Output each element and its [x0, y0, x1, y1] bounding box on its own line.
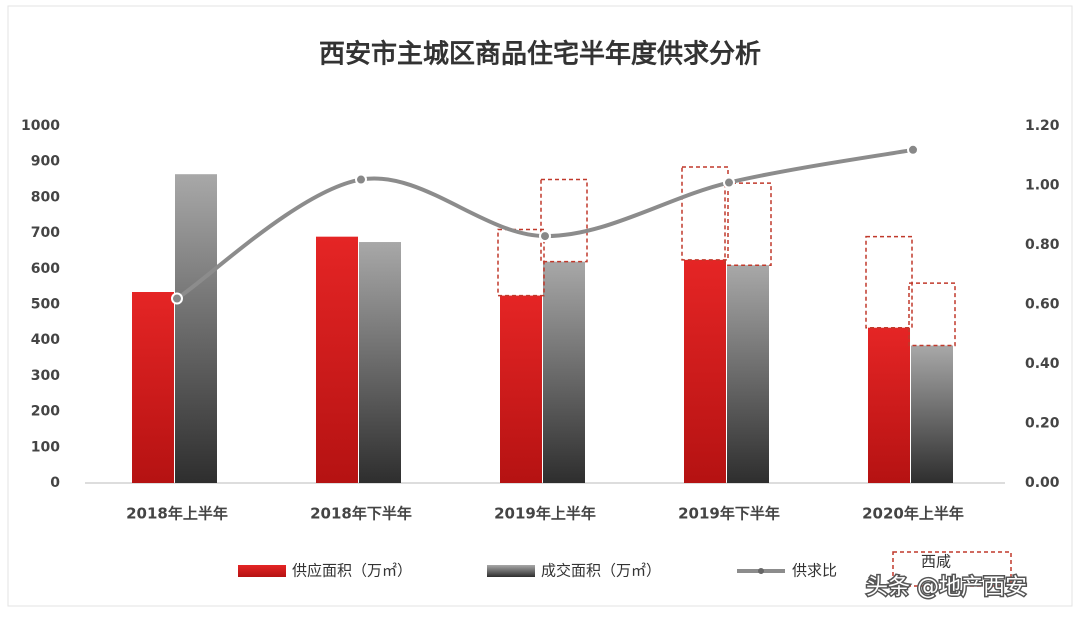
legend-label: 西咸 [921, 553, 951, 571]
ratio-point [723, 176, 735, 189]
y2-tick-label: 0.60 [1025, 297, 1060, 313]
y-tick-label: 200 [31, 404, 60, 420]
bar [911, 345, 953, 483]
x-tick-label: 2018年上半年 [126, 505, 228, 523]
legend-swatch [487, 565, 535, 577]
dashed-box [865, 235, 913, 329]
dashed-box [724, 182, 772, 266]
bar [500, 295, 542, 483]
chart-title: 西安市主城区商品住宅半年度供求分析 [319, 39, 761, 70]
bar [868, 327, 910, 483]
watermark: 头条 @地产西安 [866, 575, 1027, 600]
dashed-box [497, 228, 545, 297]
bar [175, 174, 217, 483]
bar [316, 236, 358, 483]
y-tick-label: 400 [31, 332, 60, 348]
bar [359, 242, 401, 483]
y-tick-label: 100 [31, 439, 60, 455]
y-tick-label: 900 [31, 154, 60, 170]
y2-tick-label: 0.80 [1025, 237, 1060, 253]
legend-label: 供求比 [792, 562, 837, 580]
y2-tick-label: 1.20 [1025, 118, 1060, 134]
bar [684, 259, 726, 483]
y-tick-label: 300 [31, 368, 60, 384]
legend-label: 供应面积（万㎡） [292, 562, 412, 580]
y2-tick-label: 0.00 [1025, 475, 1060, 491]
frame [7, 5, 1073, 607]
x-tick-label: 2020年上半年 [862, 505, 964, 523]
x-tick-label: 2018年下半年 [310, 505, 412, 523]
x-tick-label: 2019年下半年 [678, 505, 780, 523]
legend-swatch [238, 565, 286, 577]
y-tick-label: 0 [50, 475, 60, 491]
y-tick-label: 800 [31, 189, 60, 205]
y-tick-label: 500 [31, 297, 60, 313]
x-tick-label: 2019年上半年 [494, 505, 596, 523]
dashed-box [540, 178, 588, 263]
bar [727, 265, 769, 483]
legend-swatch [892, 551, 1012, 587]
ratio-point [907, 143, 919, 156]
y-tick-label: 600 [31, 261, 60, 277]
bar [543, 261, 585, 483]
legend-swatch [758, 568, 764, 574]
y2-tick-label: 1.00 [1025, 178, 1060, 194]
dashed-box [681, 166, 729, 261]
dashed-box [908, 282, 956, 347]
y-tick-label: 1000 [21, 118, 60, 134]
y-tick-label: 700 [31, 225, 60, 241]
bar [132, 292, 174, 483]
y2-tick-label: 0.40 [1025, 356, 1060, 372]
ratio-point [355, 173, 367, 186]
ratio-point [171, 292, 183, 305]
legend-label: 成交面积（万㎡） [541, 562, 661, 580]
y2-tick-label: 0.20 [1025, 416, 1060, 432]
ratio-point [539, 230, 551, 243]
